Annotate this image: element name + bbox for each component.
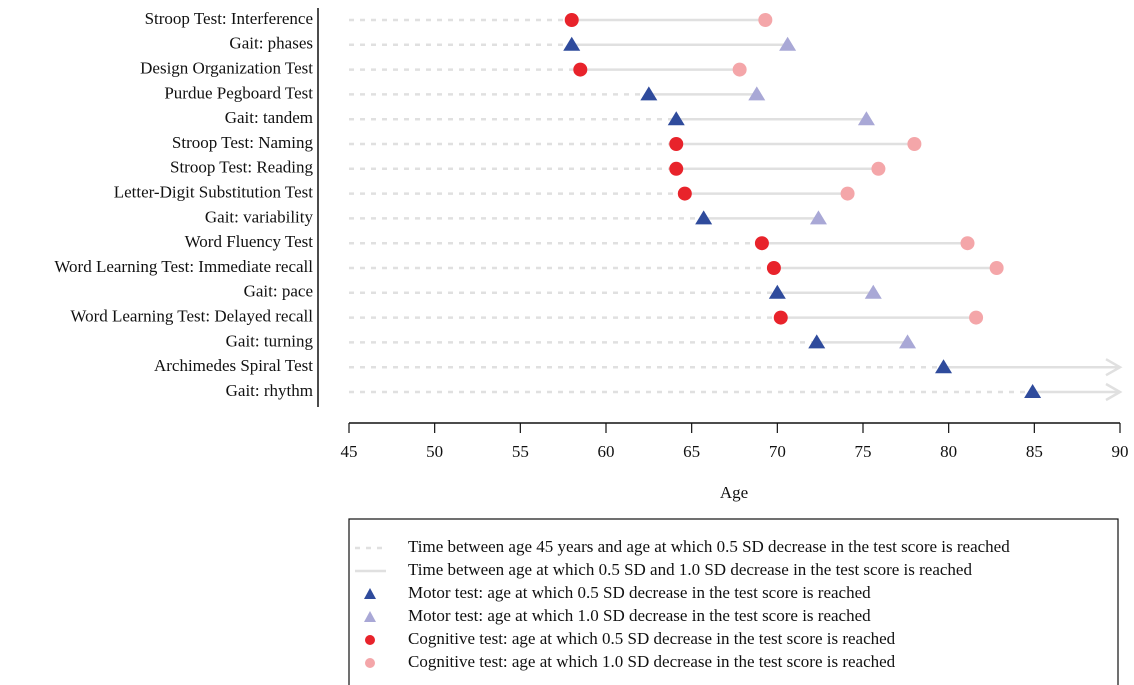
y-tick-label: Purdue Pegboard Test — [164, 83, 313, 102]
marker-1sd — [779, 36, 797, 51]
y-tick-label: Gait: rhythm — [226, 381, 313, 400]
marker-05sd — [808, 334, 826, 349]
y-tick-label: Letter-Digit Substitution Test — [114, 183, 314, 202]
marker-1sd — [864, 284, 882, 299]
marker-05sd — [768, 284, 786, 299]
marker-05sd — [640, 86, 658, 101]
y-tick-label: Gait: turning — [226, 331, 314, 350]
x-tick-label: 80 — [940, 442, 957, 461]
legend-label: Motor test: age at which 1.0 SD decrease… — [408, 606, 871, 625]
marker-1sd — [840, 186, 855, 201]
x-axis-label: Age — [720, 483, 748, 502]
x-tick-label: 55 — [512, 442, 529, 461]
marker-05sd — [669, 137, 684, 151]
x-tick-label: 45 — [341, 442, 358, 461]
x-tick-label: 65 — [683, 442, 700, 461]
marker-1sd — [857, 111, 875, 126]
marker-1sd — [899, 334, 917, 349]
y-tick-label: Stroop Test: Interference — [145, 9, 313, 28]
x-tick-label: 70 — [769, 442, 786, 461]
marker-05sd — [573, 62, 588, 77]
arrow-head — [1105, 382, 1123, 402]
legend-label: Time between age 45 years and age at whi… — [408, 537, 1010, 556]
y-tick-label: Word Learning Test: Delayed recall — [70, 307, 313, 326]
legend-label: Cognitive test: age at which 1.0 SD decr… — [408, 652, 896, 671]
legend-label: Cognitive test: age at which 0.5 SD decr… — [408, 629, 896, 648]
marker-05sd — [935, 359, 953, 374]
y-tick-label: Word Learning Test: Immediate recall — [54, 257, 313, 276]
legend-marker — [365, 658, 375, 668]
y-tick-label: Gait: variability — [205, 207, 314, 226]
marker-1sd — [748, 86, 766, 101]
marker-05sd — [773, 310, 788, 325]
x-tick-label: 60 — [598, 442, 615, 461]
marker-1sd — [989, 261, 1004, 275]
marker-1sd — [960, 236, 975, 251]
legend-marker — [365, 635, 375, 645]
y-tick-label: Design Organization Test — [140, 59, 313, 78]
legend-label: Time between age at which 0.5 SD and 1.0… — [408, 560, 972, 579]
legend-marker — [364, 588, 376, 599]
marker-1sd — [907, 137, 922, 151]
arrow-head — [1105, 358, 1123, 377]
legend-box — [348, 518, 1119, 685]
marker-05sd — [677, 186, 692, 201]
marker-1sd — [732, 62, 747, 77]
marker-05sd — [695, 210, 713, 225]
marker-05sd — [1024, 384, 1042, 398]
marker-1sd — [809, 210, 827, 225]
y-tick-label: Gait: pace — [244, 282, 313, 301]
y-tick-label: Word Fluency Test — [185, 232, 314, 251]
marker-05sd — [669, 161, 684, 176]
marker-05sd — [766, 261, 781, 275]
marker-05sd — [563, 36, 581, 51]
marker-1sd — [871, 161, 886, 176]
x-tick-label: 75 — [855, 442, 872, 461]
x-tick-label: 90 — [1112, 442, 1129, 461]
y-tick-label: Stroop Test: Reading — [170, 158, 313, 177]
x-tick-label: 85 — [1026, 442, 1043, 461]
y-tick-label: Gait: phases — [229, 34, 313, 53]
y-tick-label: Stroop Test: Naming — [172, 133, 314, 152]
marker-1sd — [969, 310, 984, 325]
y-tick-label: Archimedes Spiral Test — [154, 356, 313, 375]
marker-1sd — [758, 13, 773, 27]
marker-05sd — [754, 236, 769, 251]
y-tick-label: Gait: tandem — [225, 108, 313, 127]
legend-label: Motor test: age at which 0.5 SD decrease… — [408, 583, 871, 602]
marker-05sd — [564, 13, 579, 27]
legend-marker — [364, 611, 376, 622]
x-tick-label: 50 — [426, 442, 443, 461]
marker-05sd — [667, 111, 685, 126]
